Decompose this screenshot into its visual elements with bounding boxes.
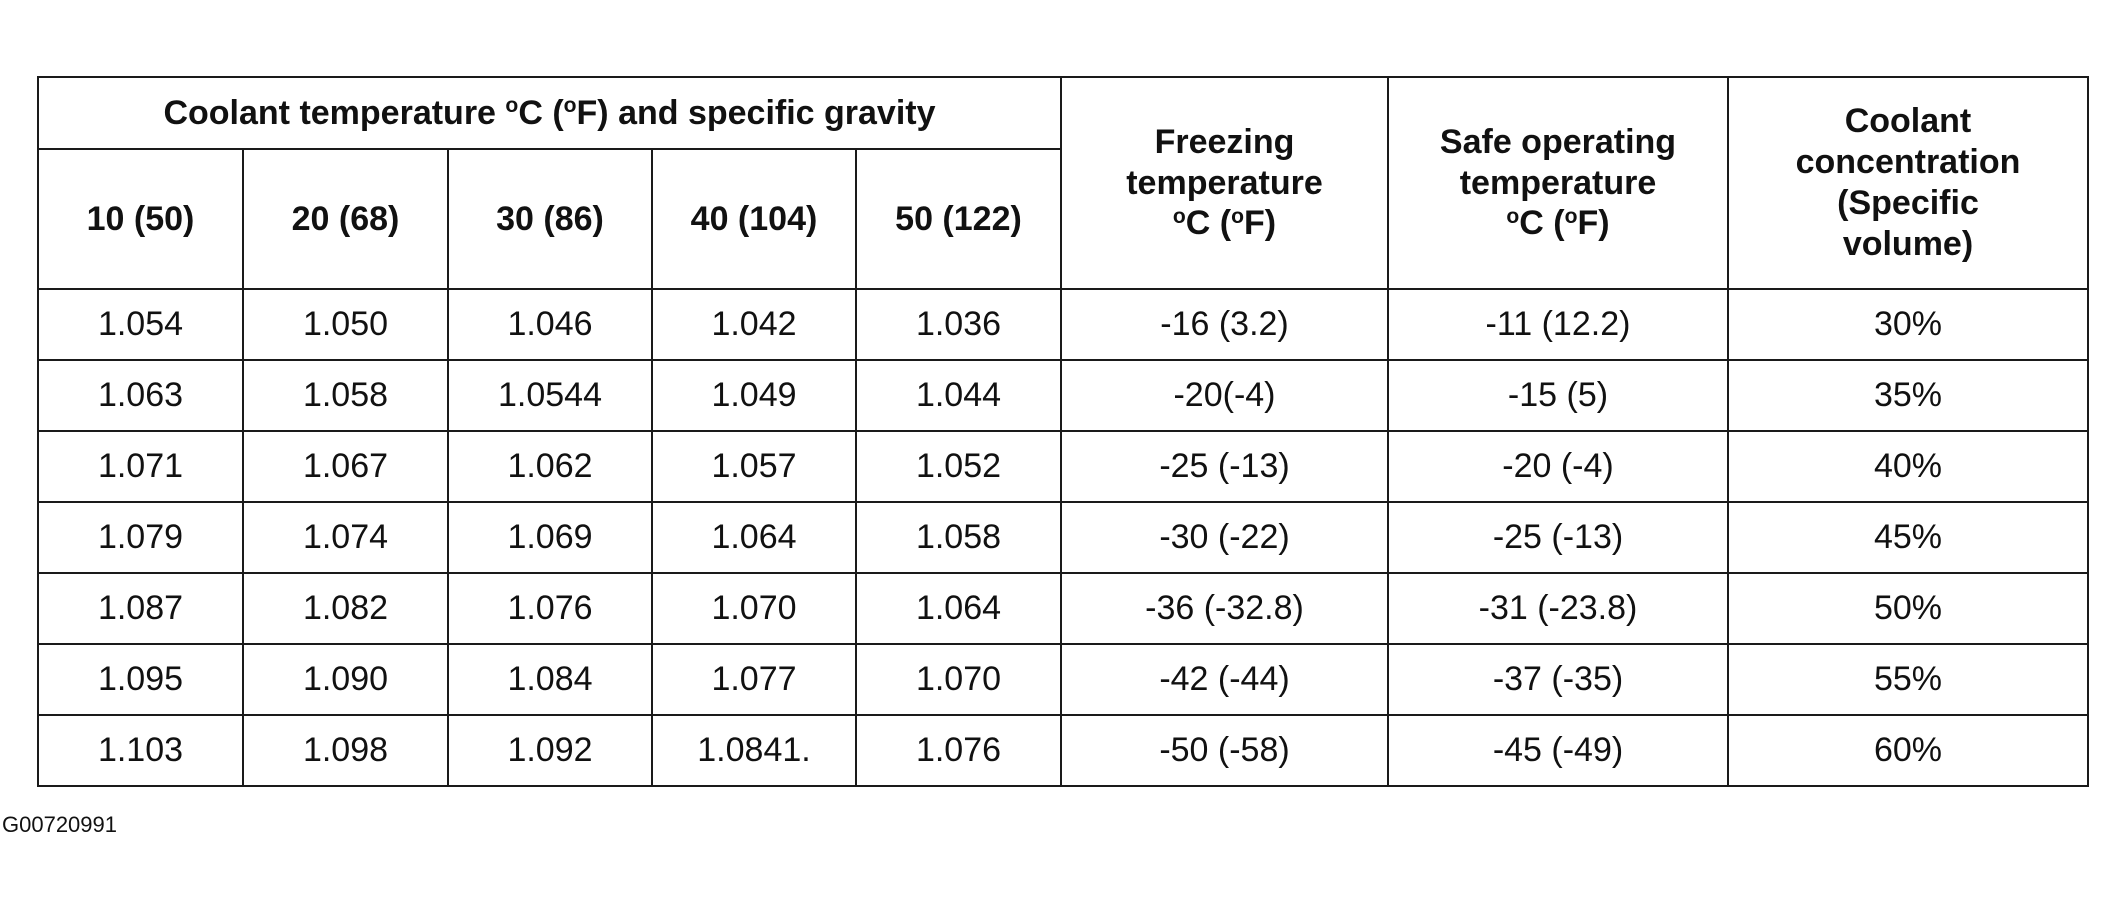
table-cell: 1.087 — [37, 572, 244, 645]
table-cell: 1.049 — [651, 359, 857, 432]
table-cell: 1.0544 — [447, 359, 653, 432]
table-cell: 1.062 — [447, 430, 653, 503]
table-cell: 1.054 — [37, 288, 244, 361]
table-cell: 1.064 — [855, 572, 1062, 645]
table-cell: 1.092 — [447, 714, 653, 787]
table-cell: 45% — [1727, 501, 2089, 574]
table-cell: -25 (-13) — [1387, 501, 1729, 574]
table-cell: 1.052 — [855, 430, 1062, 503]
table-cell: 1.046 — [447, 288, 653, 361]
figure-id-label: G00720991 — [2, 812, 117, 837]
table-cell: -50 (-58) — [1060, 714, 1389, 787]
table-cell: -45 (-49) — [1387, 714, 1729, 787]
table-row: 1.095 1.090 1.084 1.077 1.070 -42 (-44) -37 (-… — [37, 643, 2089, 716]
freezing-temperature-header: Freezing temperature oC (oF) — [1060, 76, 1389, 290]
header-row-group: Coolant temperature oC (oF) and specific… — [37, 76, 2089, 290]
table-cell: 1.036 — [855, 288, 1062, 361]
table-cell: -36 (-32.8) — [1060, 572, 1389, 645]
table-cell: 1.050 — [242, 288, 449, 361]
table-cell: -37 (-35) — [1387, 643, 1729, 716]
table-cell: 1.071 — [37, 430, 244, 503]
temperature-column-header: 40 (104) — [651, 148, 857, 290]
table-cell: -30 (-22) — [1060, 501, 1389, 574]
table-cell: 1.044 — [855, 359, 1062, 432]
table-cell: -42 (-44) — [1060, 643, 1389, 716]
table-cell: 1.103 — [37, 714, 244, 787]
table-cell: -25 (-13) — [1060, 430, 1389, 503]
table-cell: -20 (-4) — [1387, 430, 1729, 503]
table-cell: 1.067 — [242, 430, 449, 503]
table-cell: 1.058 — [855, 501, 1062, 574]
table-cell: 1.064 — [651, 501, 857, 574]
table-cell: 1.069 — [447, 501, 653, 574]
table-cell: 1.057 — [651, 430, 857, 503]
table-cell: 1.077 — [651, 643, 857, 716]
table-cell: 55% — [1727, 643, 2089, 716]
table-cell: 1.095 — [37, 643, 244, 716]
table-cell: 40% — [1727, 430, 2089, 503]
table-cell: 1.076 — [855, 714, 1062, 787]
table-body: 1.054 1.050 1.046 1.042 1.036 -16 (3.2) -11 (1… — [37, 288, 2089, 787]
temperature-column-header: 10 (50) — [37, 148, 244, 290]
table-cell: 1.063 — [37, 359, 244, 432]
table-row: 1.054 1.050 1.046 1.042 1.036 -16 (3.2) -11 (1… — [37, 288, 2089, 361]
table-cell: 1.079 — [37, 501, 244, 574]
temperature-column-header: 20 (68) — [242, 148, 449, 290]
coolant-concentration-header: Coolant concentration (Specific volume) — [1727, 76, 2089, 290]
safe-operating-temperature-header: Safe operating temperature oC (oF) — [1387, 76, 1729, 290]
header-row-temperatures: 10 (50) 20 (68) 30 (86) 40 (104) 50 (122… — [37, 148, 2088, 290]
table-cell: 50% — [1727, 572, 2089, 645]
table-cell: 1.082 — [242, 572, 449, 645]
temperature-column-header: 30 (86) — [447, 148, 653, 290]
table-row: 1.063 1.058 1.0544 1.049 1.044 -20(-4) -15 (5)… — [37, 359, 2089, 432]
table-cell: 60% — [1727, 714, 2089, 787]
table-cell: 1.090 — [242, 643, 449, 716]
table-row: 1.087 1.082 1.076 1.070 1.064 -36 (-32.8) -31 … — [37, 572, 2089, 645]
table-cell: 1.058 — [242, 359, 449, 432]
table-row: 1.071 1.067 1.062 1.057 1.052 -25 (-13) -20 (-… — [37, 430, 2089, 503]
table-cell: 35% — [1727, 359, 2089, 432]
table-cell: -31 (-23.8) — [1387, 572, 1729, 645]
table-cell: -20(-4) — [1060, 359, 1389, 432]
table-cell: 1.042 — [651, 288, 857, 361]
temperature-column-header: 50 (122) — [855, 148, 1062, 290]
coolant-temperature-group-header: Coolant temperature oC (oF) and specific… — [37, 76, 1062, 150]
specific-gravity-table: Coolant temperature oC (oF) and specific… — [37, 76, 2089, 787]
table-cell: 1.098 — [242, 714, 449, 787]
table-cell: 1.0841. — [651, 714, 857, 787]
table-cell: -15 (5) — [1387, 359, 1729, 432]
table-cell: -16 (3.2) — [1060, 288, 1389, 361]
table-cell: 30% — [1727, 288, 2089, 361]
table-cell: 1.076 — [447, 572, 653, 645]
table-cell: 1.074 — [242, 501, 449, 574]
table-cell: 1.084 — [447, 643, 653, 716]
table-cell: -11 (12.2) — [1387, 288, 1729, 361]
table-row: 1.079 1.074 1.069 1.064 1.058 -30 (-22) -25 (-… — [37, 501, 2089, 574]
table-cell: 1.070 — [651, 572, 857, 645]
table-row: 1.103 1.098 1.092 1.0841. 1.076 -50 (-58) -45 … — [37, 714, 2089, 787]
table-cell: 1.070 — [855, 643, 1062, 716]
